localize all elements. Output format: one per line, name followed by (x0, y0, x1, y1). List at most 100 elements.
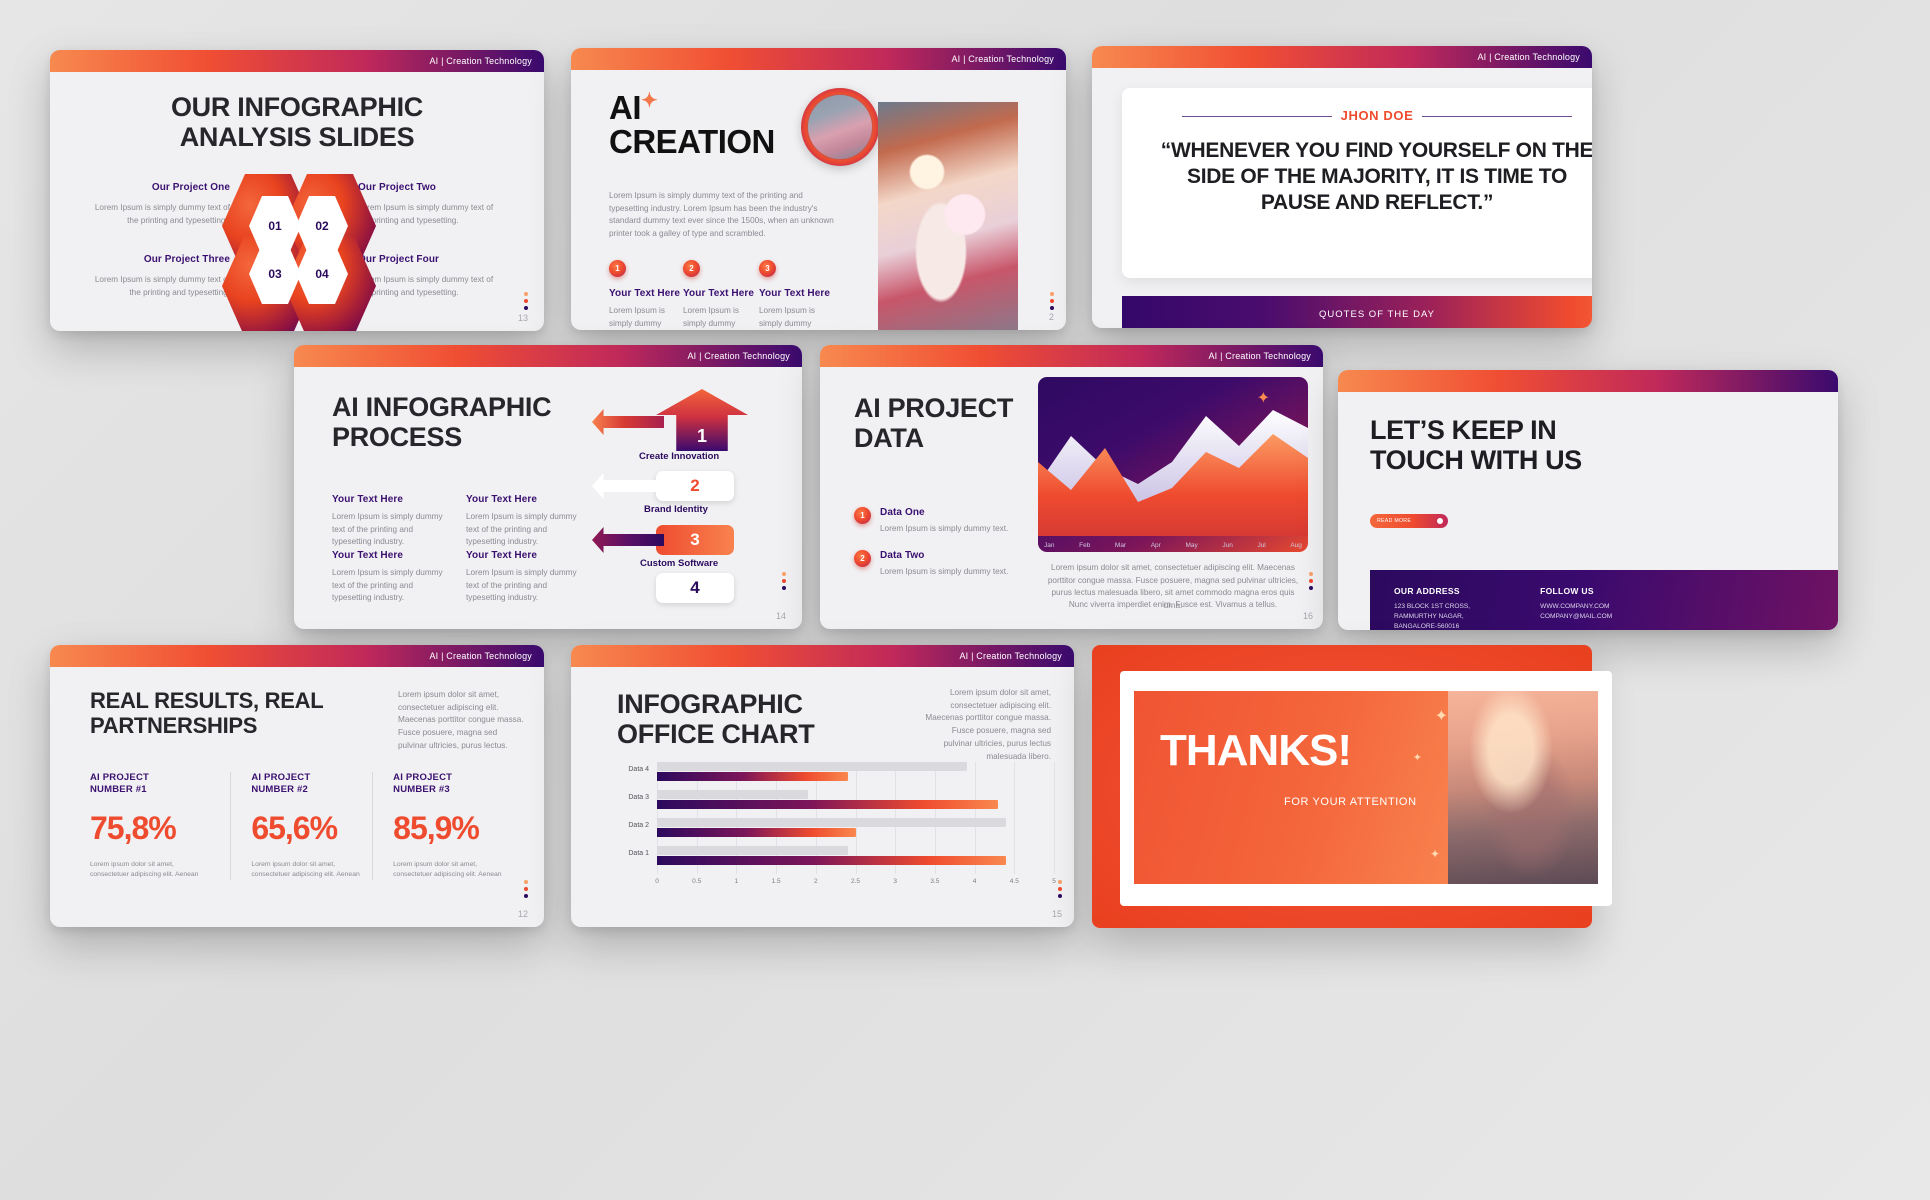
nav-dot-2[interactable] (1050, 299, 1054, 303)
slide-body: AI INFOGRAPHIC PROCESS Your Text Here Lo… (294, 367, 802, 629)
month-feb: Feb (1079, 542, 1091, 549)
nav-dot-3[interactable] (1050, 306, 1054, 310)
page-title: INFOGRAPHIC OFFICE CHART (617, 689, 815, 749)
bar-gray-data-1 (657, 846, 848, 855)
thanks-title: THANKS! (1160, 726, 1352, 775)
title-line-1: INFOGRAPHIC (617, 689, 803, 719)
nav-dot-1[interactable] (1058, 880, 1062, 884)
step-3-label: Custom Software (640, 558, 719, 569)
legend-2-number: 2 (854, 550, 871, 567)
title-line-2: PROCESS (332, 422, 462, 453)
slide-office-chart[interactable]: AI | Creation Technology INFOGRAPHIC OFF… (571, 645, 1074, 927)
nav-dot-2[interactable] (782, 579, 786, 583)
person-photo (1448, 691, 1598, 884)
slide-body: AI PROJECT DATA 1 Data One Lorem Ipsum i… (820, 367, 1323, 629)
bar-grad-data-3 (657, 800, 999, 809)
nav-dot-3[interactable] (1309, 586, 1313, 590)
nav-dot-2[interactable] (524, 887, 528, 891)
slide-nav-dots[interactable] (1309, 572, 1313, 590)
project-three-heading: Our Project Three (143, 254, 230, 265)
sparkle-icon-mid: ✦ (1412, 752, 1422, 764)
quote-author: JHON DOE (1332, 108, 1422, 123)
slide-topbar: AI | Creation Technology (571, 48, 1066, 70)
slide-nav-dots[interactable] (524, 292, 528, 310)
slide-ai-creation[interactable]: AI | Creation Technology AI✦ CREATION Lo… (571, 48, 1066, 330)
slide-body: JHON DOE “WHENEVER YOU FIND YOURSELF ON … (1092, 68, 1592, 328)
bar-chart-plot: 0 0.5 1 1.5 2 2.5 3 3.5 4 4.5 5 (655, 762, 1056, 885)
sparkle-icon-bottom: ✦ (1429, 847, 1440, 861)
ai-title-block: AI✦ CREATION (609, 91, 775, 159)
legend-1-number: 1 (854, 507, 871, 524)
slide-nav-dots[interactable] (1058, 880, 1062, 898)
month-jul: Jul (1257, 542, 1266, 549)
bar-chart-y-axis: Data 4 Data 3 Data 2 Data 1 (617, 762, 649, 874)
nav-dot-1[interactable] (1309, 572, 1313, 576)
title-line-1: AI PROJECT (854, 393, 1014, 423)
nav-dot-2[interactable] (524, 299, 528, 303)
nav-dot-3[interactable] (524, 306, 528, 310)
slide-ai-project-data[interactable]: AI | Creation Technology AI PROJECT DATA… (820, 345, 1323, 629)
quote-text: “WHENEVER YOU FIND YOURSELF ON THE SIDE … (1160, 139, 1592, 215)
legend-item-two: 2 Data Two Lorem Ipsum is simply dummy t… (854, 550, 1008, 579)
bar-gray-data-2 (657, 818, 1007, 827)
bar-label-data-4: Data 4 (628, 766, 649, 773)
step-2-label: Brand Identity (644, 504, 708, 515)
page-number: 15 (1051, 909, 1062, 919)
nav-dot-3[interactable] (1058, 894, 1062, 898)
slide-real-results[interactable]: AI | Creation Technology REAL RESULTS, R… (50, 645, 544, 927)
stat-block-2: AI PROJECT NUMBER #2 65,6% Lorem ipsum d… (231, 772, 372, 880)
slide-contact[interactable]: LET’S KEEP IN TOUCH WITH US READ MORE OU… (1338, 370, 1838, 630)
nav-dot-1[interactable] (524, 292, 528, 296)
nav-dot-1[interactable] (782, 572, 786, 576)
process-arrow-2 (592, 473, 664, 499)
title-line-2: ANALYSIS SLIDES (179, 122, 415, 153)
slide-infographic-analysis[interactable]: AI | Creation Technology OUR INFOGRAPHIC… (50, 50, 544, 331)
process-text-3: Your Text Here Lorem Ipsum is simply dum… (332, 550, 447, 605)
month-aug: Aug (1290, 542, 1302, 549)
address-heading: OUR ADDRESS (1394, 586, 1460, 596)
area-chart: ✦ Jan Feb Mar (1038, 377, 1308, 552)
stat-2-value: 65,6% (251, 809, 338, 846)
process-text-3-body: Lorem Ipsum is simply dummy text of the … (332, 568, 443, 603)
address-line-2: RAMMURTHY NAGAR, (1394, 612, 1464, 620)
project-item-three: Our Project Three Lorem Ipsum is simply … (90, 254, 230, 299)
nav-dot-2[interactable] (1058, 887, 1062, 891)
process-text-4-heading: Your Text Here (466, 550, 538, 561)
xtick-05: 0.5 (692, 878, 702, 885)
nav-dot-3[interactable] (782, 586, 786, 590)
nav-dot-3[interactable] (524, 894, 528, 898)
stat-3-label-line2: NUMBER #3 (393, 783, 450, 795)
step-2-pill: 2 (656, 471, 734, 501)
nav-dot-2[interactable] (1309, 579, 1313, 583)
process-arrow-up: 1 (656, 389, 748, 451)
slide-thanks[interactable]: THANKS! FOR YOUR ATTENTION ✦ ✦ ✦ (1092, 645, 1612, 928)
quote-footer-bar: QUOTES OF THE DAY (1122, 296, 1592, 328)
quote-footer-label: QUOTES OF THE DAY (1319, 308, 1435, 320)
page-number: 12 (517, 909, 528, 919)
read-more-button[interactable]: READ MORE (1370, 514, 1448, 528)
title-line-1: AI✦ (609, 91, 775, 124)
point-1: 1 Your Text Here Lorem Ipsum is simply d… (609, 260, 680, 330)
point-1-heading: Your Text Here (609, 288, 681, 299)
point-3-heading: Your Text Here (759, 288, 831, 299)
project-item-four: Our Project Four Lorem Ipsum is simply d… (358, 254, 498, 299)
bar-grad-data-2 (657, 828, 856, 837)
slide-body: LET’S KEEP IN TOUCH WITH US READ MORE OU… (1338, 392, 1838, 630)
slide-body: INFOGRAPHIC OFFICE CHART Lorem ipsum dol… (571, 667, 1074, 927)
title-line-2: DATA (854, 423, 924, 454)
process-text-3-heading: Your Text Here (332, 550, 404, 561)
chart-caption-2: Nunc viverra imperdiet enim. Fusce est. … (1068, 600, 1278, 609)
slide-ai-process[interactable]: AI | Creation Technology AI INFOGRAPHIC … (294, 345, 802, 629)
slide-nav-dots[interactable] (524, 880, 528, 898)
nav-dot-1[interactable] (1050, 292, 1054, 296)
slide-quote[interactable]: AI | Creation Technology JHON DOE “WHENE… (1092, 46, 1592, 328)
email-link[interactable]: COMPANY@MAIL.COM (1540, 612, 1613, 620)
slide-nav-dots[interactable] (1050, 292, 1054, 310)
slide-nav-dots[interactable] (782, 572, 786, 590)
nav-dot-1[interactable] (524, 880, 528, 884)
address-line-1: 123 BLOCK 1ST CROSS, (1394, 603, 1471, 610)
stat-3-value: 85,9% (393, 809, 480, 846)
stat-1-desc: Lorem ipsum dolor sit amet, consectetuer… (90, 860, 199, 878)
website-link[interactable]: WWW.COMPANY.COM (1540, 603, 1610, 610)
bar-label-data-2: Data 2 (628, 822, 649, 829)
